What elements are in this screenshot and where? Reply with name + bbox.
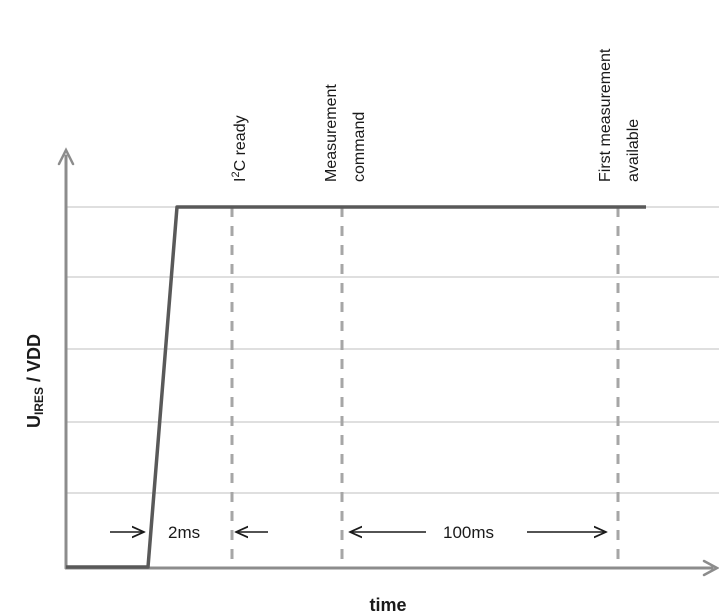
interval-2ms-label: 2ms	[168, 523, 200, 542]
axes	[57, 147, 719, 577]
y-axis-title: UIRES / VDD	[24, 334, 46, 428]
y-axis-arrowhead	[57, 147, 75, 166]
interval-100ms: 100ms	[350, 523, 606, 542]
event-label-measurement-command: Measurement command	[323, 80, 368, 182]
event-label-i2c-ready: I2C ready	[230, 115, 249, 182]
interval-100ms-label: 100ms	[443, 523, 494, 542]
x-axis-arrowhead	[702, 559, 719, 577]
event-label-first-measurement-available: First measurement available	[597, 44, 642, 182]
event-markers	[230, 207, 620, 568]
supply-signal-line	[66, 205, 646, 569]
interval-2ms: 2ms	[110, 523, 268, 542]
x-axis-title: time	[369, 595, 406, 615]
